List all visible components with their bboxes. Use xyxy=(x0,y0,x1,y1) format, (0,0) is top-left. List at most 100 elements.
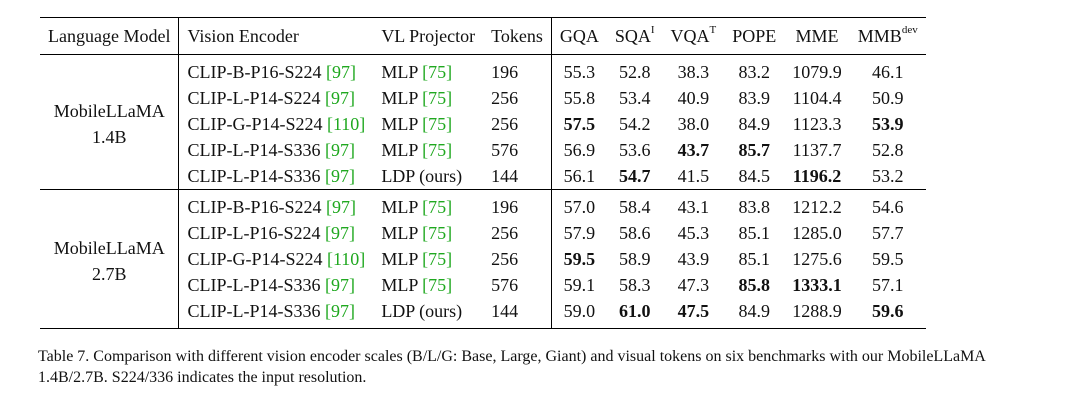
encoder-citation-link[interactable]: [97] xyxy=(325,197,356,217)
mmb-score-cell: 57.1 xyxy=(872,275,904,295)
vl-projector-name: LDP (ours) xyxy=(381,166,463,186)
encoder-citation-link[interactable]: [97] xyxy=(325,62,356,82)
vqa-score-cell: 38.0 xyxy=(677,114,710,134)
vl-projector-name: MLP xyxy=(381,140,423,160)
vl-projector-name: MLP xyxy=(381,88,423,108)
vqa-score-cell: 40.9 xyxy=(677,88,710,108)
header-gqa: GQA xyxy=(559,26,599,46)
vl-projector-cell: MLP [75] xyxy=(373,272,483,298)
mme-score-cell: 1196.2 xyxy=(792,166,842,186)
header-vision-encoder: Vision Encoder xyxy=(187,26,299,46)
sqa-score-cell: 58.6 xyxy=(618,223,651,243)
vision-encoder-cell: CLIP-L-P14-S336 [97] xyxy=(179,298,373,329)
projector-citation-link[interactable]: [75] xyxy=(422,197,453,217)
pope-score-cell: 84.9 xyxy=(738,301,771,321)
gqa-score-cell: 57.9 xyxy=(563,223,596,243)
vision-encoder-name: CLIP-L-P14-S336 xyxy=(187,301,325,321)
encoder-citation-link[interactable]: [97] xyxy=(324,223,355,243)
tokens-cell: 196 xyxy=(483,54,552,85)
model-size: 1.4B xyxy=(91,127,127,147)
results-table: Language Model Vision Encoder VL Project… xyxy=(40,17,926,329)
vl-projector-name: MLP xyxy=(381,223,423,243)
tokens-cell: 256 xyxy=(483,111,552,137)
vision-encoder-name: CLIP-L-P14-S336 xyxy=(187,140,325,160)
vision-encoder-name: CLIP-B-P16-S224 xyxy=(187,62,326,82)
gqa-score-cell: 59.1 xyxy=(563,275,596,295)
pope-score-cell: 84.5 xyxy=(738,166,771,186)
sqa-score-cell: 61.0 xyxy=(618,301,651,321)
mme-score-cell: 1123.3 xyxy=(792,114,842,134)
vqa-score-cell: 38.3 xyxy=(677,62,710,82)
vl-projector-cell: MLP [75] xyxy=(373,246,483,272)
model-name: MobileLLaMA xyxy=(53,101,165,121)
projector-citation-link[interactable]: [75] xyxy=(422,249,453,269)
projector-citation-link[interactable]: [75] xyxy=(422,223,453,243)
projector-citation-link[interactable]: [75] xyxy=(422,275,453,295)
vl-projector-cell: MLP [75] xyxy=(373,85,483,111)
vl-projector-cell: MLP [75] xyxy=(373,55,483,86)
gqa-score-cell: 56.1 xyxy=(563,166,596,186)
vl-projector-name: MLP xyxy=(381,197,423,217)
mme-score-cell: 1212.2 xyxy=(792,197,842,217)
pope-score-cell: 85.7 xyxy=(738,140,771,160)
projector-citation-link[interactable]: [75] xyxy=(422,62,453,82)
gqa-score-cell: 56.9 xyxy=(563,140,596,160)
table-row: CLIP-G-P14-S224 [110] MLP [75] 256 59.5 58.9… xyxy=(40,246,926,272)
mme-score-cell: 1275.6 xyxy=(792,249,842,269)
vision-encoder-name: CLIP-L-P14-S224 xyxy=(187,88,325,108)
vqa-score-cell: 43.7 xyxy=(677,140,710,160)
pope-score-cell: 83.9 xyxy=(738,88,771,108)
mmb-score-cell: 53.2 xyxy=(872,166,904,186)
vision-encoder-cell: CLIP-L-P14-S224 [97] xyxy=(179,85,373,111)
encoder-citation-link[interactable]: [97] xyxy=(324,140,355,160)
projector-citation-link[interactable]: [75] xyxy=(422,140,453,160)
tokens-cell: 256 xyxy=(483,220,552,246)
pope-score-cell: 83.8 xyxy=(738,197,771,217)
encoder-citation-link[interactable]: [97] xyxy=(324,301,355,321)
header-vqa: VQAT xyxy=(663,18,725,55)
table-row: MobileLLaMA 1.4B CLIP-B-P16-S224 [97] MLP [… xyxy=(40,54,926,190)
encoder-citation-link[interactable]: [97] xyxy=(324,88,355,108)
vision-encoder-cell: CLIP-G-P14-S224 [110] xyxy=(179,111,373,137)
language-model-cell: MobileLLaMA 2.7B xyxy=(40,189,180,329)
header-sqa-sup: I xyxy=(650,24,655,36)
header-vl-projector: VL Projector xyxy=(381,26,476,46)
mmb-score-cell: 57.7 xyxy=(872,223,904,243)
mmb-score-cell: 50.9 xyxy=(872,88,904,108)
gqa-score-cell: 59.5 xyxy=(563,249,596,269)
table-row: CLIP-L-P14-S336 [97] LDP (ours) 144 56.1 54.… xyxy=(40,163,926,190)
gqa-score-cell: 59.0 xyxy=(563,301,596,321)
header-pope: POPE xyxy=(732,26,777,46)
tokens-cell: 144 xyxy=(483,298,552,329)
vl-projector-cell: MLP [75] xyxy=(373,111,483,137)
pope-score-cell: 85.1 xyxy=(738,249,771,269)
vl-projector-cell: MLP [75] xyxy=(373,137,483,163)
tokens-cell: 256 xyxy=(483,85,552,111)
model-name: MobileLLaMA xyxy=(53,238,165,258)
vqa-score-cell: 43.9 xyxy=(677,249,710,269)
mmb-score-cell: 54.6 xyxy=(872,197,904,217)
sqa-score-cell: 52.8 xyxy=(618,62,651,82)
mme-score-cell: 1137.7 xyxy=(792,140,842,160)
encoder-citation-link[interactable]: [97] xyxy=(324,275,355,295)
vqa-score-cell: 47.5 xyxy=(677,301,710,321)
vl-projector-cell: LDP (ours) xyxy=(373,163,483,190)
encoder-citation-link[interactable]: [110] xyxy=(326,249,366,269)
header-mme: MME xyxy=(795,26,839,46)
sqa-score-cell: 58.9 xyxy=(618,249,651,269)
header-sqa-text: SQA xyxy=(614,26,651,46)
vl-projector-name: MLP xyxy=(381,62,423,82)
sqa-score-cell: 58.4 xyxy=(618,197,651,217)
pope-score-cell: 85.1 xyxy=(738,223,771,243)
encoder-citation-link[interactable]: [110] xyxy=(326,114,366,134)
header-vqa-text: VQA xyxy=(670,26,710,46)
table-row: CLIP-L-P14-S336 [97] MLP [75] 576 56.9 53.6 4… xyxy=(40,137,926,163)
vqa-score-cell: 41.5 xyxy=(677,166,710,186)
gqa-score-cell: 57.0 xyxy=(563,197,596,217)
pope-score-cell: 85.8 xyxy=(738,275,771,295)
group-mobilellama-2-7b: MobileLLaMA 2.7B CLIP-B-P16-S224 [97] MLP [… xyxy=(40,189,926,329)
mme-score-cell: 1333.1 xyxy=(792,275,842,295)
projector-citation-link[interactable]: [75] xyxy=(422,88,453,108)
encoder-citation-link[interactable]: [97] xyxy=(324,166,355,186)
projector-citation-link[interactable]: [75] xyxy=(422,114,453,134)
